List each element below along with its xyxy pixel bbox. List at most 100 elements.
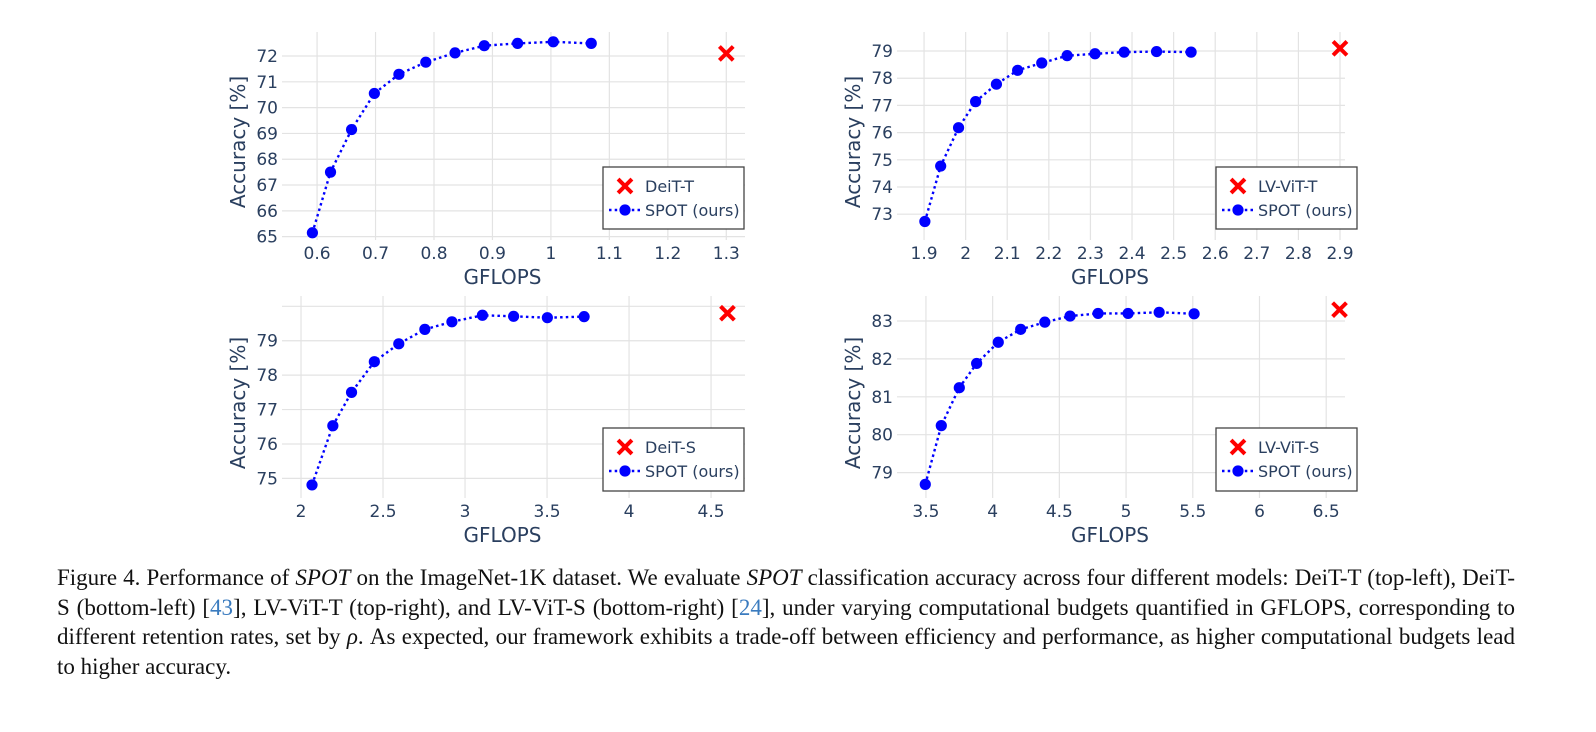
data-point-spot[interactable] [478, 40, 490, 52]
data-point-spot[interactable] [419, 323, 431, 335]
x-tick-label: 2 [960, 244, 971, 264]
data-point-spot[interactable] [507, 310, 520, 322]
data-point-spot[interactable] [1153, 306, 1165, 318]
caption-part: on the ImageNet-1K dataset. We evaluate [350, 565, 747, 590]
y-tick-label: 77 [871, 96, 893, 116]
y-tick-label: 83 [871, 312, 893, 332]
data-point-spot[interactable] [327, 420, 339, 432]
legend-box [602, 166, 745, 230]
gridlines [897, 32, 1345, 240]
caption-part: . As expected, our framework exhibits a … [57, 624, 1515, 679]
data-point-spot[interactable] [970, 96, 982, 108]
data-point-spot[interactable] [953, 382, 965, 394]
data-point-spot[interactable] [420, 56, 432, 68]
x-tick-label: 2.2 [1035, 244, 1062, 264]
y-tick-label: 65 [256, 228, 278, 248]
y-tick-label: 71 [256, 73, 278, 93]
y-tick-label: 79 [256, 332, 278, 352]
figure-caption: Figure 4. Performance of SPOT on the Ima… [57, 563, 1515, 681]
data-point-spot[interactable] [368, 87, 380, 100]
y-tick-label: 75 [256, 469, 278, 489]
data-point-spot[interactable] [1185, 46, 1197, 58]
legend-label-spot: SPOT (ours) [645, 462, 740, 481]
x-tick-label: 2.6 [1202, 244, 1229, 264]
data-point-spot[interactable] [1089, 48, 1101, 60]
x-tick-label: 2 [296, 502, 307, 522]
y-axis-title: Accuracy [%] [226, 76, 250, 208]
data-point-spot[interactable] [476, 309, 489, 321]
y-tick-label: 80 [871, 426, 893, 446]
data-point-spot[interactable] [1118, 46, 1130, 58]
data-point-spot[interactable] [971, 357, 983, 370]
legend-x-marker-icon [616, 177, 634, 195]
x-tick-label: 3.5 [912, 502, 939, 522]
legend-label-spot: SPOT (ours) [1258, 462, 1353, 481]
legend-circle-marker-icon [619, 465, 631, 477]
data-point-spot[interactable] [990, 78, 1003, 90]
x-tick-label: 0.9 [479, 244, 506, 264]
x-tick-label: 0.7 [362, 244, 389, 264]
data-point-spot[interactable] [952, 122, 965, 134]
x-tick-label: 2.8 [1285, 244, 1312, 264]
y-tick-label: 76 [871, 124, 893, 144]
data-point-spot[interactable] [345, 386, 358, 398]
data-point-spot[interactable] [393, 338, 405, 350]
data-point-spot[interactable] [1150, 45, 1163, 58]
y-axis-title: Accuracy [%] [841, 76, 865, 208]
legend-label-baseline: DeiT-T [645, 177, 694, 196]
data-point-spot[interactable] [585, 37, 597, 49]
data-point-spot[interactable] [368, 356, 380, 368]
data-point-spot[interactable] [511, 37, 524, 49]
data-point-spot[interactable] [578, 311, 590, 323]
y-axis-title: Accuracy [%] [226, 337, 250, 469]
x-tick-label: 0.6 [304, 244, 331, 264]
x-tick-label: 1.9 [911, 244, 938, 264]
data-point-spot[interactable] [1122, 307, 1134, 320]
data-point-spot[interactable] [935, 420, 947, 432]
legend-label-baseline: LV-ViT-T [1258, 177, 1318, 196]
data-point-spot[interactable] [345, 123, 358, 136]
data-point-spot[interactable] [1039, 316, 1051, 328]
y-tick-label: 79 [871, 464, 893, 484]
x-tick-label: 2.5 [370, 502, 397, 522]
series-line-spot [311, 40, 592, 234]
legend-x-marker-icon [616, 438, 634, 456]
y-tick-label: 67 [256, 176, 278, 196]
baseline-point-marker [1331, 301, 1348, 318]
data-point-spot[interactable] [446, 316, 458, 328]
data-point-spot[interactable] [547, 36, 559, 48]
y-tick-label: 72 [256, 47, 278, 67]
data-point-spot[interactable] [393, 68, 405, 80]
data-point-spot[interactable] [541, 312, 553, 324]
data-point-spot[interactable] [1188, 308, 1200, 320]
data-point-spot[interactable] [1092, 307, 1104, 320]
data-point-spot[interactable] [919, 215, 931, 228]
citation-link-43[interactable]: 43 [210, 594, 234, 620]
data-point-spot[interactable] [1015, 323, 1027, 335]
legend-x-marker-icon [1229, 438, 1247, 456]
data-point-spot[interactable] [306, 227, 318, 239]
legend-label-spot: SPOT (ours) [1258, 201, 1353, 220]
data-point-spot[interactable] [1036, 57, 1048, 69]
data-point-spot[interactable] [992, 336, 1004, 348]
x-stroke [1229, 177, 1247, 195]
legend-circle-marker-icon [1232, 465, 1244, 477]
y-tick-label: 66 [256, 202, 278, 222]
data-point-spot[interactable] [324, 166, 337, 178]
baseline-point-marker [719, 304, 736, 322]
x-stroke [717, 45, 735, 62]
data-point-spot[interactable] [1061, 50, 1073, 62]
panel-top-left-deit-t: 0.6 0.7 0.8 0.9 1 1.1 1.2 1.3 65 66 67 68 69 70 71 72 GF… [226, 32, 745, 289]
caption-spot: SPOT [746, 565, 802, 590]
data-point-spot[interactable] [306, 479, 318, 491]
data-point-spot[interactable] [449, 47, 461, 59]
data-point-spot[interactable] [935, 160, 947, 172]
data-point-spot[interactable] [919, 478, 931, 490]
data-point-spot[interactable] [1012, 64, 1024, 76]
data-point-spot[interactable] [1064, 310, 1076, 322]
x-stroke [616, 177, 634, 195]
legend-label-spot: SPOT (ours) [645, 201, 740, 220]
citation-link-24[interactable]: 24 [738, 594, 762, 620]
panel-bottom-left-deit-s: 2 2.5 3 3.5 4 4.5 75 76 77 78 79 GFLOPS Accuracy [%]… [226, 296, 745, 547]
legend: LV-ViT-S SPOT (ours) [1215, 427, 1358, 492]
